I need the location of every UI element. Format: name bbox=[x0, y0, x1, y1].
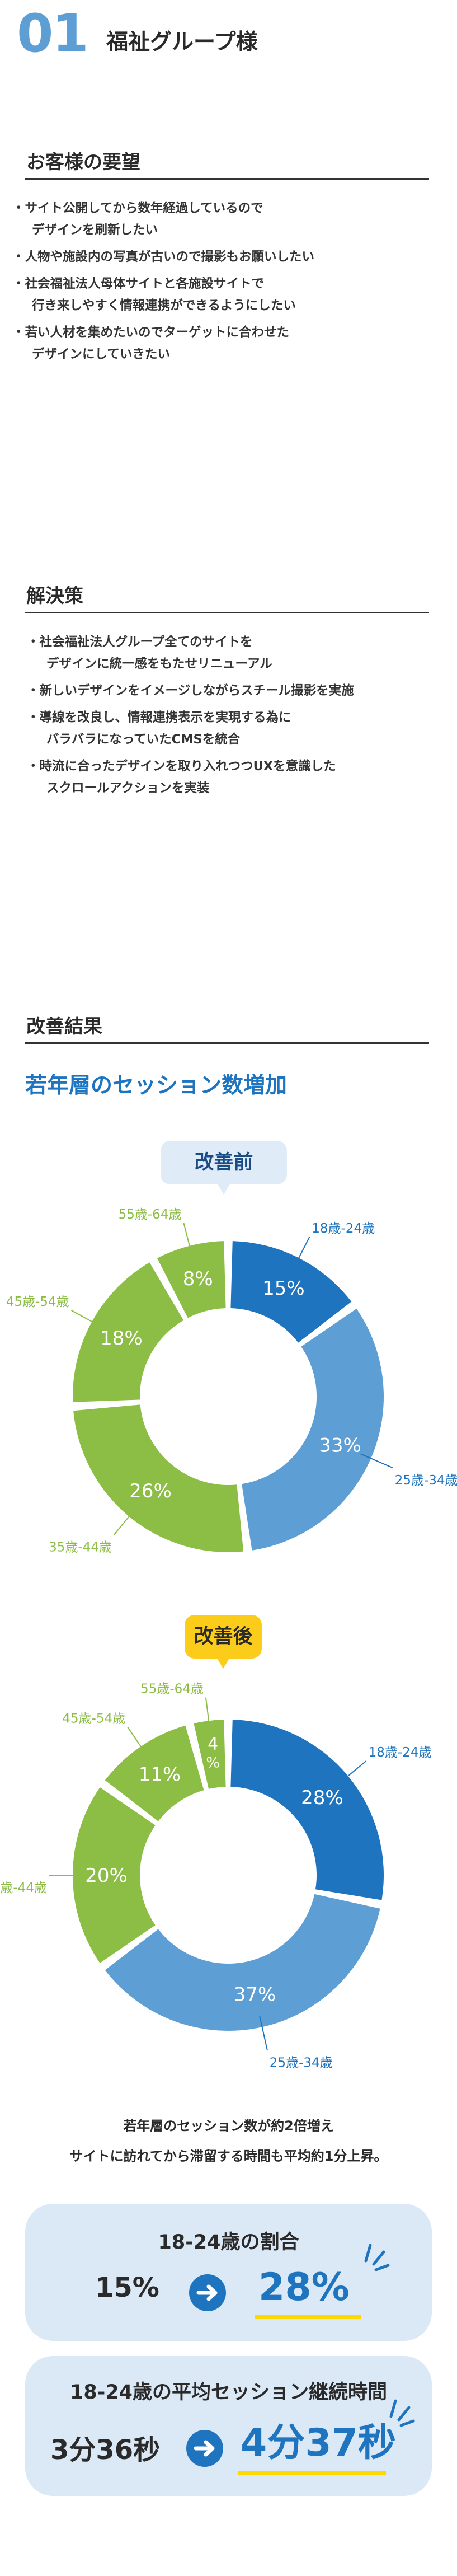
leader-line bbox=[293, 1237, 310, 1268]
leader-line bbox=[205, 1697, 211, 1732]
category-label: 45歳-54歳 bbox=[6, 1295, 69, 1309]
donut-slice-1 bbox=[230, 1720, 384, 1900]
donut-value-label: 37% bbox=[234, 1984, 276, 2006]
donut-value-label: 4 bbox=[208, 1735, 218, 1754]
donut-slice-4 bbox=[73, 1262, 184, 1402]
duration-after-value: 4分37秒 bbox=[241, 2421, 396, 2465]
list-item: 人物や施設内の写真が古いので撮影もお願いしたい bbox=[12, 246, 315, 268]
donut-value-label: 26% bbox=[129, 1480, 172, 1502]
category-label: 18歳-24歳 bbox=[369, 1745, 432, 1760]
leader-line bbox=[114, 1507, 137, 1535]
duration-card-title: 18-24歳の平均セッション継続時間 bbox=[70, 2381, 387, 2404]
after-badge: 改善後 bbox=[185, 1615, 262, 1669]
category-label: 25歳-34歳 bbox=[395, 1473, 457, 1488]
arrow-right-icon bbox=[189, 2274, 226, 2311]
donut-slice-5 bbox=[194, 1720, 226, 1789]
donut-slice-2 bbox=[105, 1894, 380, 2031]
sparkle-icon bbox=[389, 2399, 415, 2427]
summary-line-2: サイトに訪れてから滞留する時間も平均約1分上昇。 bbox=[69, 2148, 388, 2164]
donut-slice-1 bbox=[230, 1241, 352, 1343]
sparkle-icon bbox=[364, 2244, 390, 2271]
donut-value-label: 33% bbox=[319, 1435, 361, 1457]
highlight-underline bbox=[255, 2315, 361, 2319]
donut-slice-3 bbox=[72, 1787, 156, 1964]
category-label: 35歳-44歳 bbox=[0, 1881, 47, 1895]
share-card-title: 18-24歳の割合 bbox=[158, 2231, 299, 2254]
donut-slice-5 bbox=[157, 1241, 226, 1318]
category-label: 55歳-64歳 bbox=[140, 1682, 204, 1697]
share-before-value: 15% bbox=[95, 2272, 159, 2303]
results-divider bbox=[25, 1042, 429, 1044]
duration-card: 18-24歳の平均セッション継続時間 3分36秒 4分37秒 bbox=[25, 2356, 432, 2496]
after-donut-chart: 28% 18歳-24歳 37% 25歳-34歳 20% 35歳-44歳 11% 45歳-54歳… bbox=[0, 1682, 432, 2071]
donut-slice-2 bbox=[242, 1308, 384, 1551]
donut-value-label: 18% bbox=[100, 1327, 143, 1350]
solutions-heading: 解決策 bbox=[26, 585, 83, 607]
donut-value-unit: % bbox=[206, 1755, 220, 1772]
arrow-right-icon bbox=[186, 2430, 223, 2467]
duration-before-value: 3分36秒 bbox=[50, 2434, 161, 2466]
before-donut-chart: 15% 18歳-24歳 33% 25歳-34歳 26% 35歳-44歳 18% 45歳-54歳… bbox=[6, 1207, 457, 1555]
leader-line bbox=[71, 1309, 102, 1328]
requests-heading: お客様の要望 bbox=[26, 151, 140, 174]
case-number: 01 bbox=[17, 3, 89, 64]
category-label: 25歳-34歳 bbox=[270, 2055, 333, 2070]
donut-value-label: 20% bbox=[85, 1865, 128, 1887]
leader-line bbox=[259, 2016, 268, 2050]
category-label: 35歳-44歳 bbox=[49, 1540, 112, 1555]
case-title: 福祉グループ様 bbox=[106, 30, 258, 55]
requests-divider bbox=[25, 178, 429, 180]
donut-slice-3 bbox=[73, 1404, 244, 1552]
donut-value-label: 8% bbox=[183, 1268, 213, 1290]
results-subtitle: 若年層のセッション数増加 bbox=[25, 1073, 288, 1098]
donut-value-label: 15% bbox=[262, 1277, 305, 1300]
category-label: 45歳-54歳 bbox=[62, 1711, 125, 1726]
before-badge: 改善前 bbox=[161, 1141, 287, 1195]
donut-slice-4 bbox=[105, 1725, 204, 1821]
highlight-underline bbox=[238, 2471, 386, 2475]
donut-value-label: 28% bbox=[301, 1787, 343, 1809]
leader-line bbox=[127, 1726, 148, 1757]
category-label: 55歳-64歳 bbox=[119, 1207, 182, 1222]
share-card: 18-24歳の割合 15% 28% bbox=[25, 2204, 432, 2341]
solutions-divider bbox=[25, 612, 429, 613]
results-heading: 改善結果 bbox=[26, 1015, 102, 1038]
leader-line bbox=[183, 1223, 193, 1257]
donut-value-label: 11% bbox=[139, 1764, 181, 1786]
summary-line-1: 若年層のセッション数が約2倍増え bbox=[123, 2118, 334, 2134]
list-item: 新しいデザインをイメージしながらスチール撮影を実施 bbox=[27, 680, 354, 702]
share-after-value: 28% bbox=[258, 2265, 350, 2310]
leader-line bbox=[339, 1760, 367, 1784]
category-label: 18歳-24歳 bbox=[312, 1221, 375, 1236]
leader-line bbox=[360, 1453, 393, 1469]
